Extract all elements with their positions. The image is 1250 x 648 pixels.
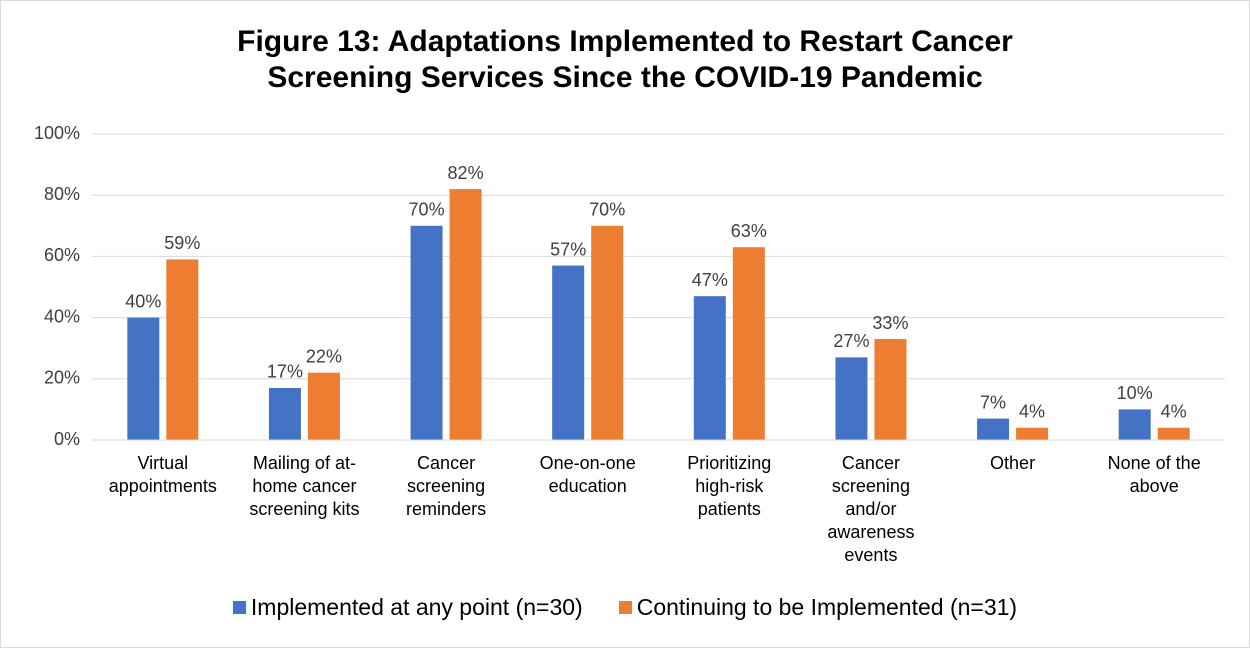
bar <box>449 189 482 440</box>
bar <box>591 225 624 440</box>
data-label: 47% <box>692 270 728 290</box>
bar <box>1157 427 1190 440</box>
bar <box>1016 427 1049 440</box>
x-tick-label: None of the above <box>1107 453 1201 496</box>
legend-item: Implemented at any point (n=30) <box>232 594 583 621</box>
data-label: 82% <box>448 163 484 183</box>
data-label: 22% <box>306 346 342 366</box>
data-label: 27% <box>833 331 869 351</box>
data-label: 17% <box>267 362 303 382</box>
bar <box>127 317 160 440</box>
data-label: 40% <box>125 291 161 311</box>
x-tick-label: Prioritizing high-risk patients <box>687 453 772 519</box>
bar <box>977 418 1010 440</box>
x-tick-label: Cancer screening reminders <box>406 453 487 519</box>
data-label: 4% <box>1019 402 1045 422</box>
y-tick-label: 0% <box>54 429 80 449</box>
legend-item: Continuing to be Implemented (n=31) <box>618 594 1018 621</box>
bar <box>268 387 301 440</box>
x-tick-label: Cancer screening and/or awareness events <box>827 453 915 565</box>
y-tick-label: 60% <box>44 245 80 265</box>
bar <box>693 296 726 440</box>
y-tick-label: 100% <box>34 123 80 143</box>
data-label: 7% <box>980 392 1006 412</box>
data-label: 63% <box>731 221 767 241</box>
data-label: 33% <box>872 313 908 333</box>
legend-swatch <box>232 601 246 614</box>
data-label: 59% <box>164 233 200 253</box>
x-tick-label: Other <box>990 453 1036 473</box>
x-tick-label: One-on-one education <box>539 453 636 496</box>
bar <box>1118 409 1151 440</box>
data-label: 4% <box>1161 402 1187 422</box>
bar <box>874 339 907 440</box>
y-tick-label: 80% <box>44 184 80 204</box>
legend: Implemented at any point (n=30) Continuin… <box>0 594 1250 621</box>
data-label: 10% <box>1117 383 1153 403</box>
bar <box>835 357 868 440</box>
data-label: 57% <box>550 239 586 259</box>
legend-label: Implemented at any point (n=30) <box>250 594 583 620</box>
bar <box>732 247 765 440</box>
bar <box>552 265 585 440</box>
legend-swatch <box>618 601 632 614</box>
data-label: 70% <box>409 200 445 220</box>
x-tick-label: Mailing of at-home cancer screening kits <box>249 453 360 519</box>
y-tick-label: 40% <box>44 306 80 326</box>
x-tick-label: Virtual appointments <box>108 453 217 496</box>
bar <box>410 225 443 440</box>
legend-label: Continuing to be Implemented (n=31) <box>636 594 1018 620</box>
bar <box>166 259 199 440</box>
bar <box>307 372 340 440</box>
chart-title: Figure 13: Adaptations Implemented to Re… <box>237 25 1013 94</box>
data-label: 70% <box>589 200 625 220</box>
y-tick-label: 20% <box>44 368 80 388</box>
